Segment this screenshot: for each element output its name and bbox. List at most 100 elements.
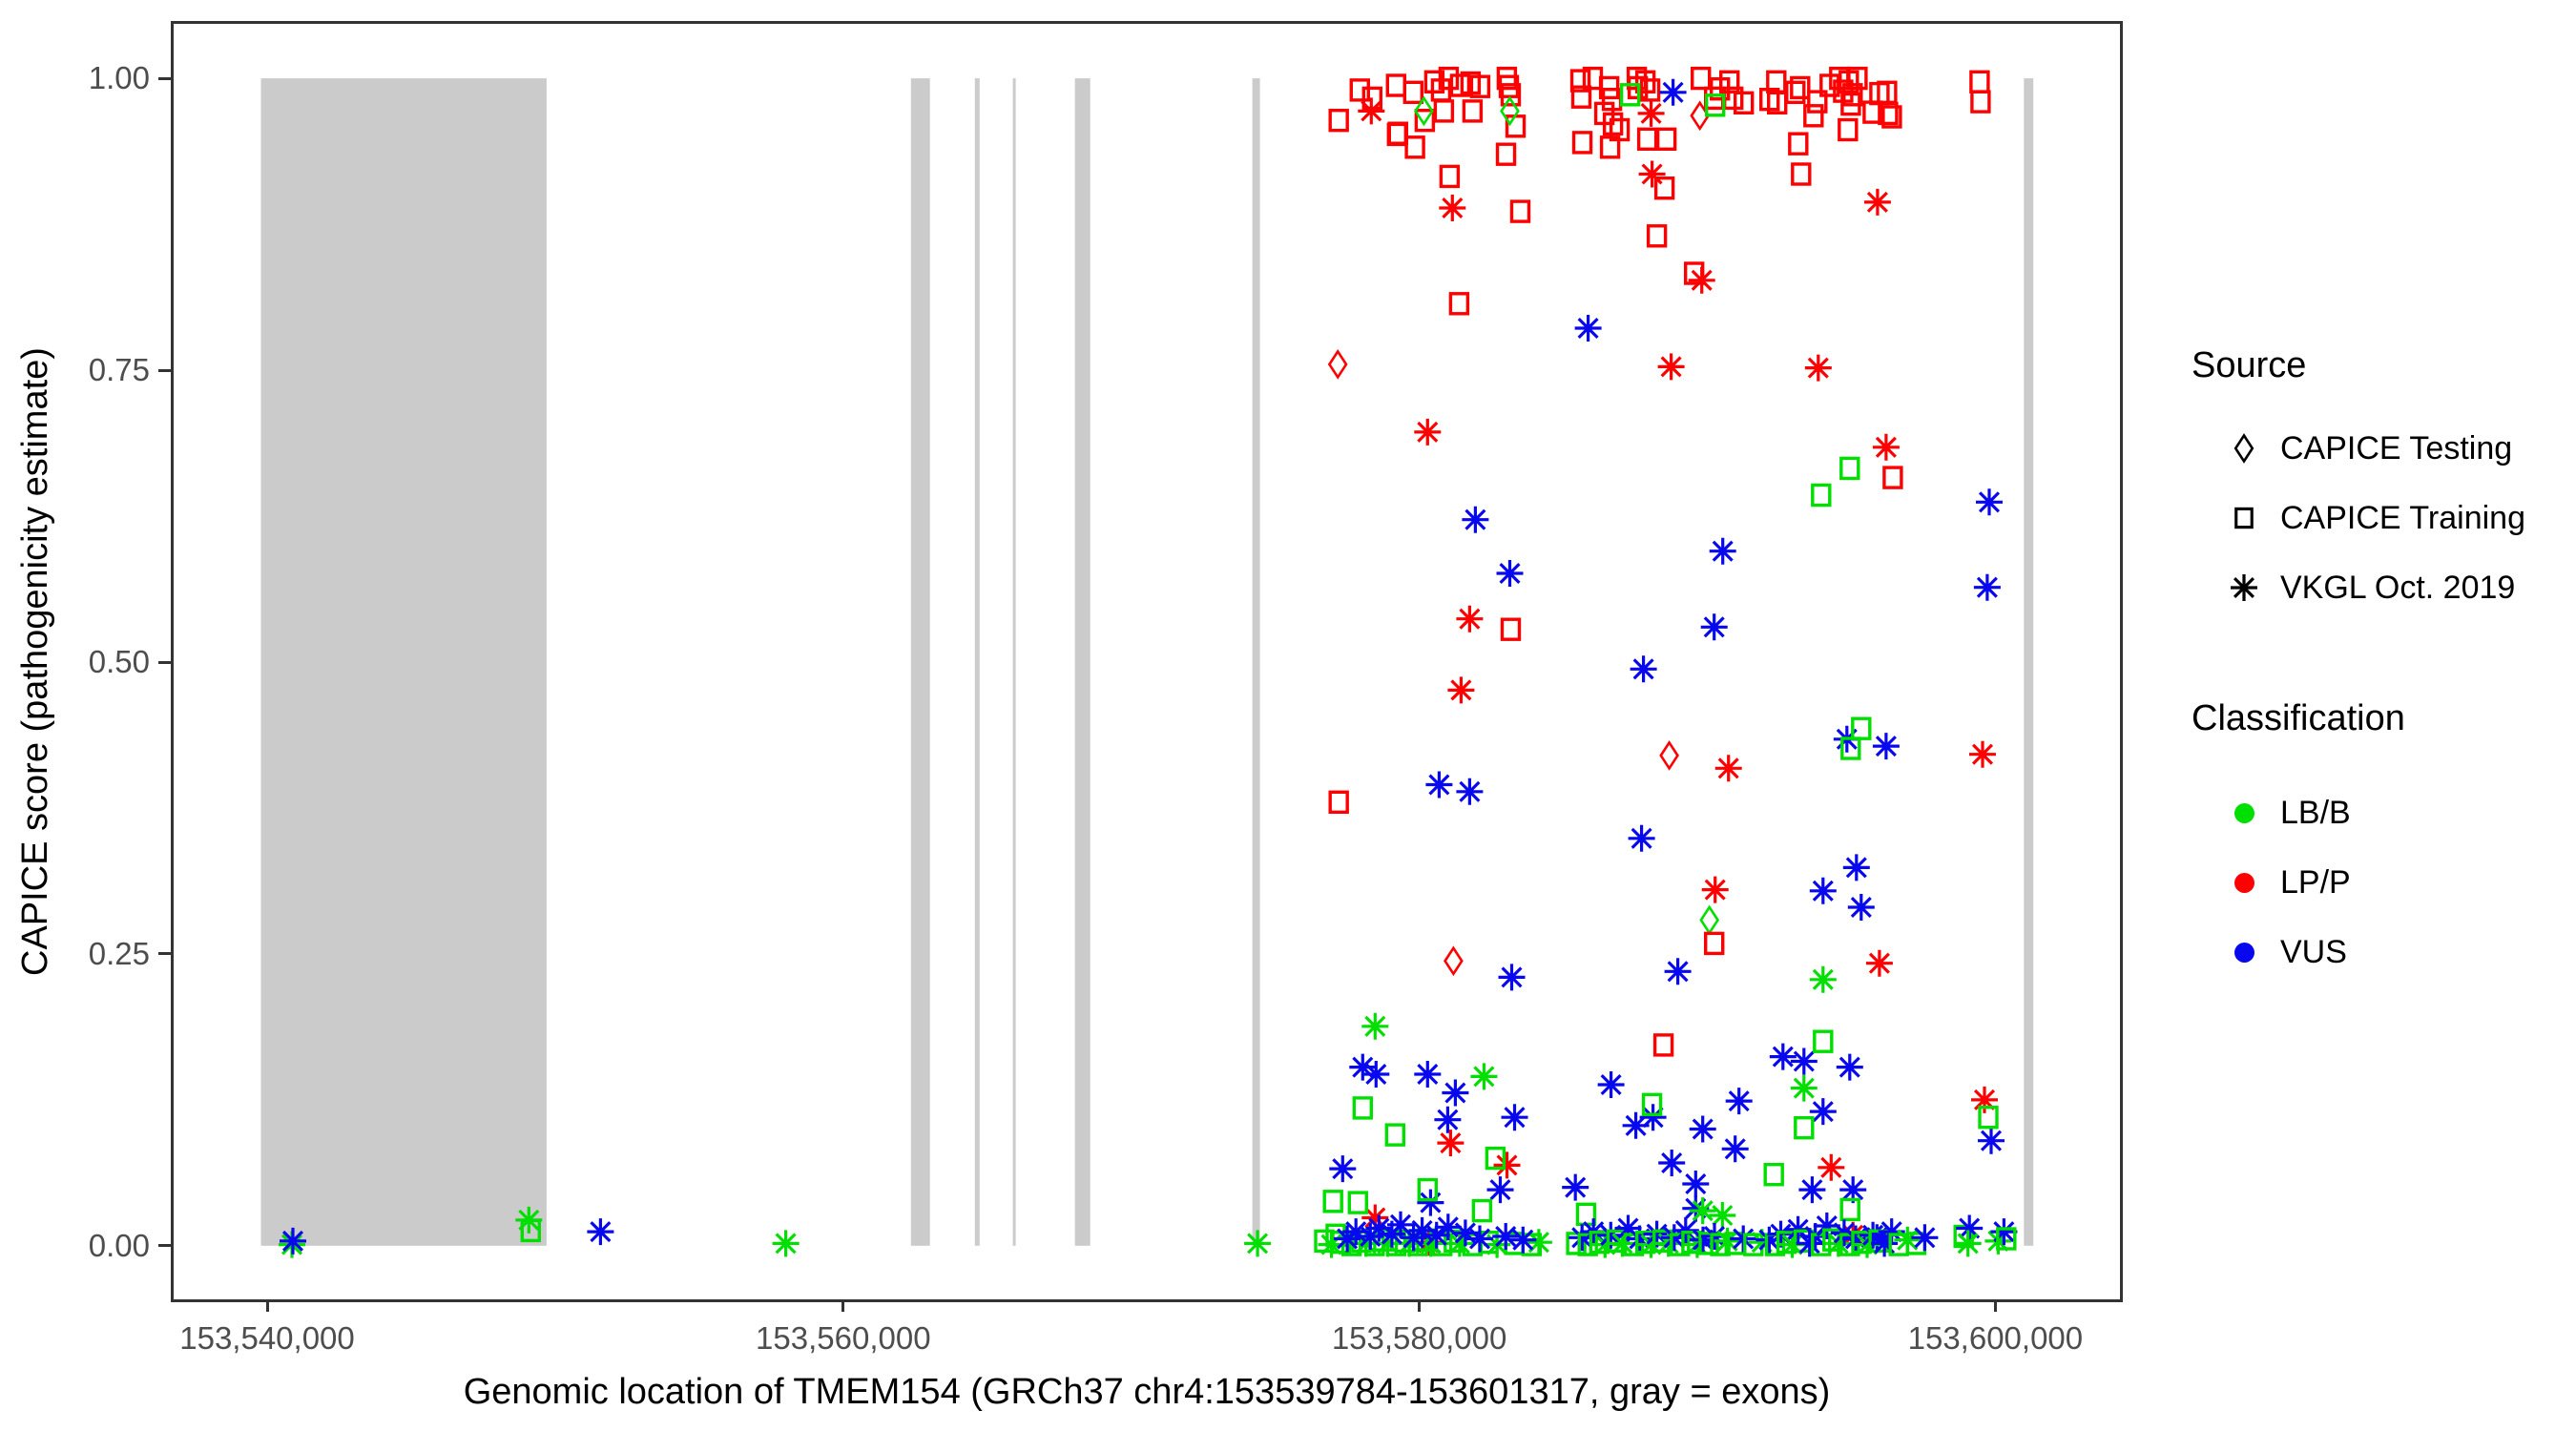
data-point (1432, 1105, 1464, 1135)
exon-band (1074, 78, 1091, 1246)
data-point (1415, 1187, 1446, 1218)
diamond-icon (2215, 420, 2273, 477)
data-point (278, 1226, 308, 1256)
data-point (1655, 351, 1687, 382)
data-point (1636, 127, 1658, 152)
data-point (1699, 905, 1719, 935)
data-point (1635, 98, 1667, 129)
data-point (1680, 1169, 1711, 1199)
data-point (1763, 1162, 1784, 1187)
data-point (1699, 612, 1730, 642)
x-axis-tick (265, 1299, 269, 1312)
data-point (1404, 135, 1425, 159)
data-point (1839, 456, 1860, 481)
data-point (1507, 1225, 1538, 1255)
data-point (1690, 66, 1712, 91)
data-point (1871, 432, 1901, 463)
data-point (1328, 108, 1349, 133)
data-point (1495, 142, 1517, 166)
data-point (1970, 90, 1991, 114)
data-point (1496, 962, 1527, 993)
asterisk-icon (2215, 559, 2273, 616)
data-point (1322, 1190, 1343, 1213)
data-point (1976, 1126, 2006, 1156)
blue-dot-icon (2215, 923, 2273, 981)
exon-band (1252, 78, 1260, 1246)
data-point (1402, 80, 1424, 105)
data-point (1657, 77, 1689, 108)
data-point (1435, 1128, 1466, 1158)
data-point (1439, 164, 1461, 189)
green-dot-icon (2215, 784, 2273, 841)
data-point (1505, 114, 1527, 138)
legend-item-capice-testing: CAPICE Testing (2215, 420, 2512, 477)
data-point (1953, 1228, 1984, 1259)
data-point (1841, 852, 1872, 883)
data-point (1327, 1153, 1358, 1184)
data-point (1500, 96, 1520, 126)
x-axis-tick (841, 1299, 845, 1312)
data-point (1768, 1041, 1798, 1072)
legend-item-label: CAPICE Testing (2280, 429, 2513, 467)
data-point (1412, 1059, 1443, 1089)
data-point (1423, 769, 1455, 800)
data-point (1349, 78, 1371, 102)
exon-band (974, 78, 980, 1246)
y-axis-tick (158, 952, 171, 956)
legend-item-label: VKGL Oct. 2019 (2280, 569, 2516, 606)
data-point (1444, 946, 1464, 976)
data-point (1808, 964, 1839, 995)
data-point (1659, 741, 1679, 770)
x-axis-tick-label: 153,540,000 (179, 1320, 355, 1356)
data-point (1356, 95, 1386, 126)
data-point (1595, 1069, 1627, 1100)
x-axis-tick (1418, 1299, 1422, 1312)
data-point (1491, 1150, 1523, 1181)
data-point (1700, 874, 1731, 905)
data-point (1560, 1172, 1590, 1203)
data-point (1864, 948, 1895, 979)
data-point (1628, 653, 1659, 684)
data-point (1352, 1096, 1374, 1120)
data-point (1785, 80, 1806, 105)
data-point (1688, 1195, 1718, 1226)
data-point (1433, 99, 1455, 123)
plot-canvas (260, 66, 2034, 1260)
x-axis-tick-label: 153,560,000 (756, 1320, 931, 1356)
legend-item-label: CAPICE Training (2280, 499, 2525, 536)
data-point (1652, 1033, 1674, 1057)
data-point (1454, 604, 1485, 634)
x-axis-tick-label: 153,600,000 (1907, 1320, 2084, 1356)
data-point (1471, 1198, 1493, 1223)
data-point (1871, 731, 1901, 761)
data-point (1835, 1051, 1865, 1083)
data-point (1384, 1123, 1406, 1147)
y-axis-tick-label: 0.00 (88, 1227, 150, 1263)
data-point (1328, 790, 1349, 814)
data-point (1242, 1228, 1273, 1259)
data-point (1703, 931, 1725, 956)
data-point (1462, 99, 1484, 123)
data-point (1646, 224, 1668, 248)
data-point (1437, 193, 1467, 223)
data-point (1808, 876, 1839, 906)
data-point (1790, 75, 1811, 100)
data-point (1851, 716, 1872, 740)
legend-item-capice-training: CAPICE Training (2215, 489, 2525, 547)
data-point (1969, 70, 1990, 94)
data-point (1500, 617, 1522, 641)
data-point (1882, 466, 1903, 489)
square-icon (2215, 489, 2273, 547)
data-point (1803, 353, 1834, 384)
exon-band (910, 78, 930, 1246)
data-point (1655, 127, 1677, 152)
legend-item-vkgl: VKGL Oct. 2019 (2215, 559, 2515, 616)
data-point (1662, 956, 1693, 986)
data-point (1626, 823, 1657, 854)
data-point (1969, 1085, 2000, 1115)
y-axis-tick (158, 76, 171, 80)
data-point (1972, 572, 2003, 603)
data-point (770, 1228, 801, 1259)
exon-band (2024, 78, 2034, 1246)
